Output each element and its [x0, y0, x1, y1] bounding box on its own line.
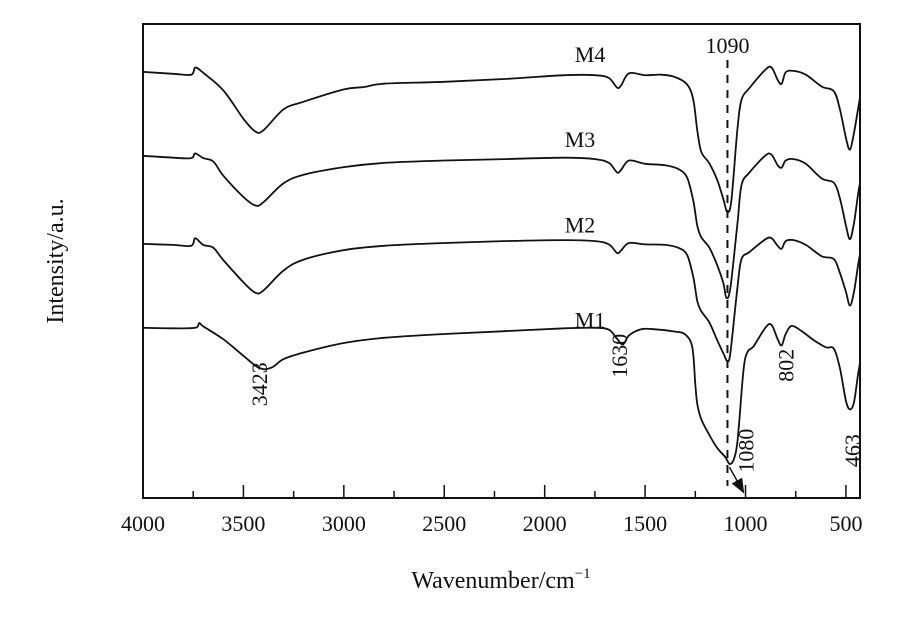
- reference-label-1090: 1090: [705, 33, 749, 58]
- series-group: [142, 65, 861, 465]
- series-label-m2: M2: [565, 213, 596, 238]
- x-tick-label: 1000: [724, 511, 768, 536]
- peak-label-463: 463: [840, 434, 865, 467]
- series-labels: M4 M3 M2 M1: [565, 42, 606, 332]
- peak-label-1630: 1630: [607, 334, 632, 378]
- x-axis-title-superscript: −1: [575, 566, 591, 582]
- x-axis-ticks: [142, 485, 847, 498]
- series-line-m2: [142, 236, 861, 363]
- plot-frame: [142, 23, 861, 499]
- x-tick-label: 500: [829, 511, 862, 536]
- series-label-m3: M3: [565, 127, 596, 152]
- x-tick-label: 3500: [221, 511, 265, 536]
- series-line-m4: [142, 65, 861, 214]
- peak-annotations: 3423 1630 802 1080 463: [247, 334, 865, 494]
- x-tick-label: 2000: [523, 511, 567, 536]
- x-tick-label: 3000: [322, 511, 366, 536]
- arrow-icon: [728, 466, 745, 494]
- x-tick-label: 2500: [422, 511, 466, 536]
- x-axis-tick-labels: 4000 3500 3000 2500 2000 1500 1000 500: [121, 511, 862, 536]
- peak-label-3423: 3423: [247, 362, 272, 406]
- series-label-m1: M1: [575, 307, 606, 332]
- x-axis-title: Wavenumber/cm−1: [411, 566, 590, 594]
- peak-label-802: 802: [773, 349, 798, 382]
- series-line-m1: [142, 322, 861, 465]
- x-tick-label: 1500: [623, 511, 667, 536]
- x-axis-title-main: Wavenumber/cm: [411, 568, 575, 594]
- y-axis-title: Intensity/a.u.: [43, 198, 69, 323]
- peak-label-1080: 1080: [734, 429, 759, 473]
- x-tick-label: 4000: [121, 511, 165, 536]
- series-label-m4: M4: [575, 42, 606, 67]
- series-line-m3: [142, 152, 861, 300]
